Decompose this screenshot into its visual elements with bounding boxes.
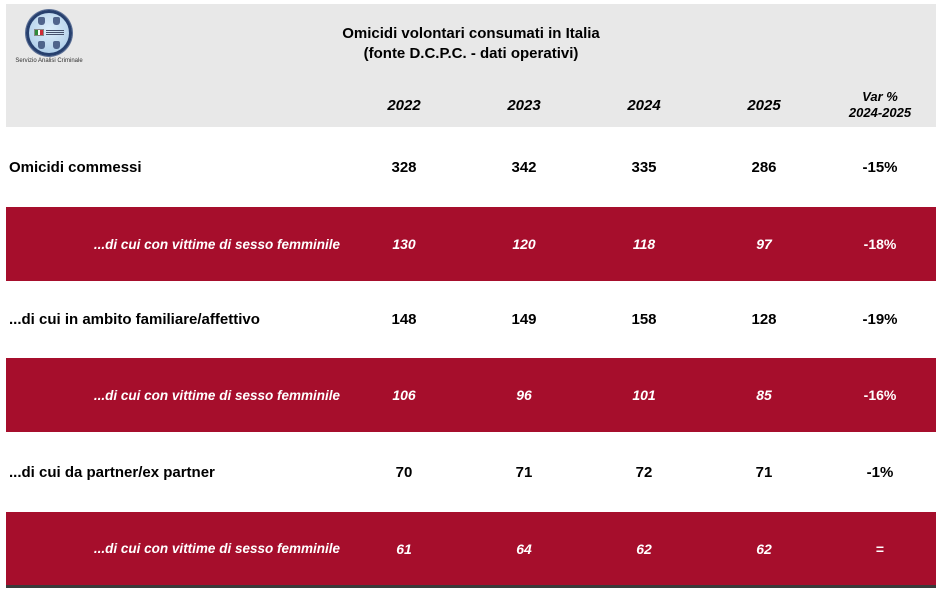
cell-2023: 120 — [512, 236, 536, 252]
crest-icon — [53, 41, 60, 49]
cell-2024: 158 — [631, 311, 657, 328]
column-header-var: Var % 2024-2025 — [824, 89, 936, 121]
logo-text-lines — [46, 29, 64, 36]
cell-2022: 130 — [392, 236, 416, 252]
table-row-omicidi-commessi: Omicidi commessi 328 342 335 286 -15% — [6, 127, 936, 207]
column-header-row: 2022 2023 2024 2025 Var % 2024-2025 — [6, 89, 936, 121]
cell-2024: 72 — [635, 463, 653, 481]
homicide-table: Servizio Analisi Criminale Omicidi volon… — [6, 4, 936, 588]
table-row-ambito-familiare: ...di cui in ambito familiare/affettivo … — [6, 281, 936, 358]
logo-caption: Servizio Analisi Criminale — [15, 58, 83, 64]
cell-2024: 335 — [631, 158, 657, 176]
cell-2023: 64 — [516, 540, 532, 557]
crest-icon — [53, 17, 60, 25]
italian-flag-icon — [34, 29, 44, 36]
var-header-line-2: 2024-2025 — [848, 105, 912, 120]
table-row-vittime-femminili-familiare: ...di cui con vittime di sesso femminile… — [6, 358, 936, 432]
column-header-2022: 2022 — [387, 96, 421, 114]
cell-var: -16% — [863, 387, 897, 403]
cell-2024: 101 — [632, 387, 656, 403]
row-label: ...di cui con vittime di sesso femminile — [93, 387, 340, 403]
column-header-2024: 2024 — [627, 96, 661, 114]
cell-2025: 97 — [756, 236, 772, 252]
title-line-2: (fonte D.C.P.C. - dati operativi) — [363, 45, 579, 62]
cell-2023: 342 — [511, 158, 537, 176]
cell-2025: 62 — [756, 540, 772, 557]
table-header-band: Servizio Analisi Criminale Omicidi volon… — [6, 4, 936, 127]
cell-var: -15% — [862, 158, 898, 176]
cell-2023: 96 — [516, 387, 532, 403]
cell-2025: 128 — [751, 311, 777, 328]
cell-2025: 85 — [756, 387, 772, 403]
row-label: Omicidi commessi — [9, 158, 142, 176]
servizio-analisi-criminale-logo: Servizio Analisi Criminale — [14, 10, 134, 64]
logo-emblem-icon — [26, 10, 72, 56]
var-header-line-1: Var % — [862, 89, 898, 104]
table-row-vittime-femminili-partner: ...di cui con vittime di sesso femminile… — [6, 512, 936, 588]
cell-2024: 62 — [636, 540, 652, 557]
table-row-partner-ex-partner: ...di cui da partner/ex partner 70 71 72… — [6, 432, 936, 512]
cell-2022: 328 — [391, 158, 417, 176]
title-line-1: Omicidi volontari consumati in Italia — [342, 25, 600, 42]
column-header-2025: 2025 — [747, 96, 781, 114]
row-label: ...di cui con vittime di sesso femminile — [93, 236, 340, 252]
cell-2022: 148 — [391, 311, 417, 328]
cell-var: -1% — [866, 463, 894, 481]
cell-var: -19% — [862, 311, 898, 328]
cell-2022: 106 — [392, 387, 416, 403]
row-label: ...di cui in ambito familiare/affettivo — [9, 311, 260, 328]
crest-icon — [38, 17, 45, 25]
row-label: ...di cui da partner/ex partner — [9, 463, 215, 481]
cell-2023: 149 — [511, 311, 537, 328]
table-title: Omicidi volontari consumati in Italia (f… — [6, 24, 936, 64]
cell-var: = — [875, 540, 885, 557]
table-row-vittime-femminili-totale: ...di cui con vittime di sesso femminile… — [6, 207, 936, 281]
cell-2023: 71 — [515, 463, 533, 481]
crest-icon — [38, 41, 45, 49]
cell-2022: 61 — [396, 540, 412, 557]
column-header-2023: 2023 — [507, 96, 541, 114]
cell-2025: 286 — [751, 158, 777, 176]
cell-2024: 118 — [632, 236, 656, 252]
cell-2025: 71 — [755, 463, 773, 481]
row-label: ...di cui con vittime di sesso femminile — [93, 541, 340, 556]
cell-2022: 70 — [395, 463, 413, 481]
cell-var: -18% — [863, 236, 897, 252]
